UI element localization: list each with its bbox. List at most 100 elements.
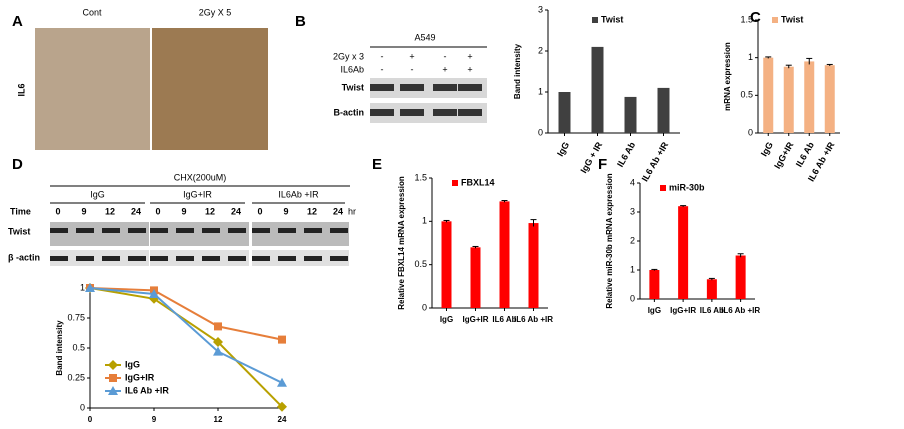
x-tick-label: IL6 Ab: [700, 306, 724, 315]
legend-swatch: [660, 185, 666, 191]
band: [330, 228, 348, 233]
x-tick-label: IgG+IR: [670, 306, 696, 315]
legend-swatch: [592, 17, 598, 23]
time: 9: [181, 206, 186, 216]
x-tick-label: IL6 Ab: [615, 140, 637, 169]
y-tick-label: 1: [538, 86, 543, 96]
series-line: [89, 287, 283, 384]
time: 0: [55, 206, 60, 216]
y-tick-label: 0.5: [740, 90, 753, 100]
marker: [149, 289, 159, 298]
bar: [804, 61, 815, 133]
y-tick-label: 2: [630, 235, 635, 245]
blot: [50, 250, 149, 266]
marker: [213, 346, 223, 356]
marker: [213, 337, 223, 347]
x-tick-label: IL6 Ab +IR: [514, 315, 553, 324]
x-tick-label: IgG: [555, 140, 571, 158]
series-line: [89, 287, 283, 341]
marker: [277, 401, 287, 412]
y-tick-label: 1: [630, 264, 635, 274]
band: [400, 109, 424, 116]
y-tick-label: 0.5: [72, 342, 85, 352]
ihc-image: [35, 28, 150, 150]
blot: [50, 222, 149, 246]
time-unit: hr: [348, 206, 356, 216]
band: [202, 228, 220, 233]
band: [176, 256, 194, 261]
time: 9: [81, 206, 86, 216]
x-tick-label: IgG: [648, 306, 661, 315]
band: [304, 228, 322, 233]
group-label: IgG: [90, 189, 105, 199]
band: [228, 256, 246, 261]
y-tick-label: 4: [630, 177, 635, 187]
x-tick-label: 9: [152, 415, 157, 424]
x-tick-label: IL6 Ab: [492, 315, 516, 324]
band: [458, 84, 482, 91]
band: [50, 228, 68, 233]
band: [102, 256, 120, 261]
blot: [252, 222, 349, 246]
time: 24: [231, 206, 241, 216]
panel-label: D: [12, 156, 23, 173]
panel-label: C: [750, 9, 761, 26]
x-tick-label: IgG+IR: [462, 315, 488, 324]
y-tick-label: 1: [80, 282, 85, 292]
legend-label: miR-30b: [669, 182, 705, 192]
y-tick-label: 3: [630, 206, 635, 216]
cell-line: A549: [414, 32, 435, 42]
row-label: B-actin: [333, 107, 364, 117]
x-tick-label: IL6 Ab +IR: [640, 140, 671, 183]
y-axis-label: Band intensity: [513, 43, 522, 99]
band: [433, 109, 457, 116]
marker: [108, 360, 118, 370]
row-label: β -actin: [8, 252, 40, 262]
column-label: 2Gy X 5: [199, 7, 232, 17]
time: 12: [205, 206, 215, 216]
y-axis-label: Relative FBXL14 mRNA expression: [397, 176, 406, 310]
sign: -: [411, 64, 414, 74]
bar: [624, 96, 637, 133]
y-axis-label: Band intensity: [55, 320, 64, 376]
condition-label: IL6Ab: [340, 64, 364, 74]
y-tick-label: 3: [538, 4, 543, 14]
x-tick-label: IgG: [440, 315, 453, 324]
legend-swatch: [452, 180, 458, 186]
y-axis-label: Relative miR-30b mRNA expression: [605, 173, 614, 308]
panel-label: A: [12, 13, 23, 30]
bar: [783, 66, 794, 133]
y-tick-label: 0: [422, 302, 427, 312]
x-tick-label: IgG: [759, 140, 775, 158]
row-label: Twist: [8, 226, 30, 236]
y-tick-label: 0: [748, 127, 753, 137]
time: 12: [105, 206, 115, 216]
y-tick-label: 0.75: [67, 312, 85, 322]
blot: [150, 250, 249, 266]
sign: +: [467, 64, 472, 74]
x-tick-label: IL6 Ab +IR: [721, 306, 760, 315]
x-tick-label: 24: [278, 415, 287, 424]
marker: [214, 322, 222, 331]
marker: [109, 374, 117, 382]
time: 24: [131, 206, 141, 216]
bar: [441, 221, 452, 308]
band: [128, 228, 146, 233]
blot: [252, 250, 349, 266]
group-label: IgG+IR: [183, 189, 212, 199]
panel-label: F: [598, 156, 607, 173]
column-label: Cont: [82, 7, 102, 17]
band: [304, 256, 322, 261]
marker: [108, 386, 118, 395]
ihc-image: [152, 28, 268, 150]
y-tick-label: 1: [748, 52, 753, 62]
legend-label: IgG+IR: [125, 372, 155, 382]
legend-label: FBXL14: [461, 177, 495, 187]
bar: [558, 92, 571, 133]
sign: +: [467, 51, 472, 61]
bar: [824, 65, 835, 133]
y-tick-label: 0.25: [67, 372, 85, 382]
y-tick-label: 0: [630, 293, 635, 303]
band: [433, 84, 457, 91]
time-label: Time: [10, 206, 31, 216]
